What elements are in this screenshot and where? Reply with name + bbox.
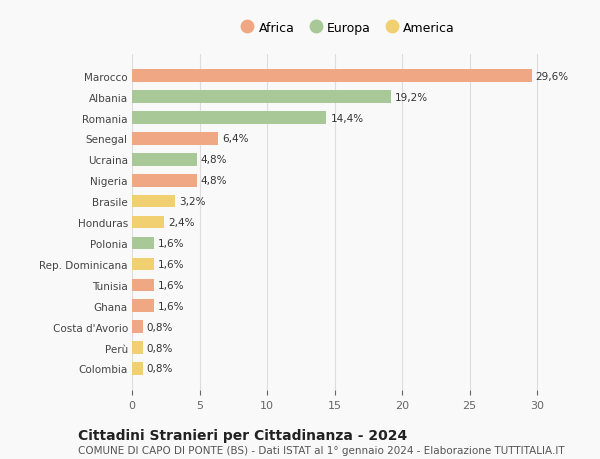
Bar xyxy=(132,237,154,250)
Bar xyxy=(132,174,197,187)
Text: 0,8%: 0,8% xyxy=(147,343,173,353)
Text: 1,6%: 1,6% xyxy=(158,239,184,248)
Bar xyxy=(132,300,154,312)
Bar xyxy=(132,279,154,291)
Text: COMUNE DI CAPO DI PONTE (BS) - Dati ISTAT al 1° gennaio 2024 - Elaborazione TUTT: COMUNE DI CAPO DI PONTE (BS) - Dati ISTA… xyxy=(78,445,565,455)
Text: 0,8%: 0,8% xyxy=(147,364,173,374)
Text: 4,8%: 4,8% xyxy=(201,155,227,165)
Bar xyxy=(132,363,143,375)
Bar xyxy=(132,133,218,146)
Text: 29,6%: 29,6% xyxy=(536,72,569,82)
Bar xyxy=(132,112,326,124)
Text: Cittadini Stranieri per Cittadinanza - 2024: Cittadini Stranieri per Cittadinanza - 2… xyxy=(78,428,407,442)
Bar xyxy=(132,196,175,208)
Text: 1,6%: 1,6% xyxy=(158,280,184,290)
Text: 0,8%: 0,8% xyxy=(147,322,173,332)
Text: 1,6%: 1,6% xyxy=(158,301,184,311)
Text: 19,2%: 19,2% xyxy=(395,92,428,102)
Text: 2,4%: 2,4% xyxy=(169,218,195,228)
Text: 6,4%: 6,4% xyxy=(223,134,249,144)
Text: 14,4%: 14,4% xyxy=(331,113,364,123)
Text: 4,8%: 4,8% xyxy=(201,176,227,186)
Bar xyxy=(132,258,154,271)
Text: 3,2%: 3,2% xyxy=(179,197,206,207)
Bar xyxy=(132,321,143,333)
Bar xyxy=(132,154,197,166)
Bar xyxy=(132,216,164,229)
Text: 1,6%: 1,6% xyxy=(158,259,184,269)
Bar xyxy=(132,341,143,354)
Bar xyxy=(132,70,532,83)
Bar xyxy=(132,91,391,104)
Legend: Africa, Europa, America: Africa, Europa, America xyxy=(237,18,459,38)
